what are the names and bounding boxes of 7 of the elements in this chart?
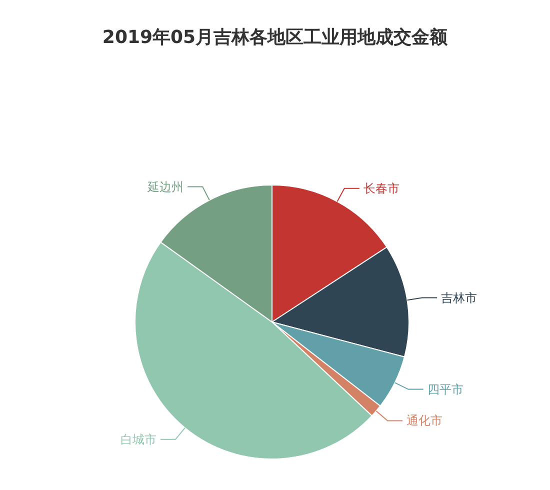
slice-label: 吉林市 [441,290,478,305]
slice-label: 延边州 [146,180,184,194]
slice-label: 长春市 [363,181,400,196]
slice-label: 白城市 [120,432,156,446]
slice-label: 通化市 [406,414,443,428]
slice-label: 四平市 [427,382,464,396]
chart-title: 2019年05月吉林各地区工业用地成交金额 [102,27,449,48]
